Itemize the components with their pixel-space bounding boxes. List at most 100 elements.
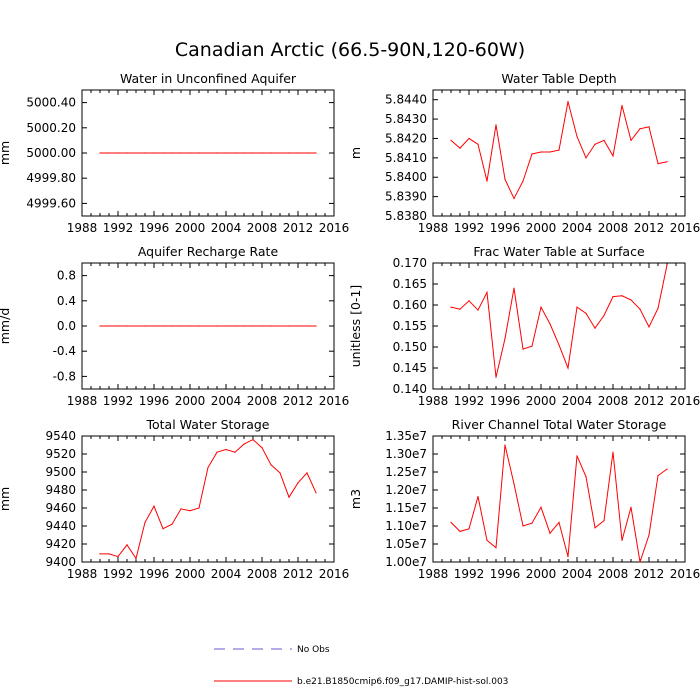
y-tick-label: 1.10e7 — [385, 519, 427, 533]
data-point — [459, 530, 461, 533]
data-point — [666, 161, 668, 163]
x-tick-label: 2008 — [598, 567, 629, 581]
data-point — [297, 325, 299, 327]
data-point — [666, 468, 668, 470]
y-axis-label: m3 — [348, 489, 363, 509]
y-tick-label: 9480 — [45, 483, 76, 497]
y-tick-label: 9460 — [45, 501, 76, 515]
y-axis-label: m — [348, 147, 363, 159]
data-point — [504, 178, 506, 180]
data-point — [477, 143, 479, 145]
y-tick-label: 1.05e7 — [385, 537, 427, 551]
data-point — [504, 444, 506, 446]
data-point — [198, 507, 200, 509]
data-point — [189, 152, 191, 154]
data-point — [171, 523, 173, 525]
data-point — [243, 325, 245, 327]
data-point — [486, 291, 488, 293]
x-tick-label: 2008 — [247, 567, 278, 581]
legend-obs-label: No Obs — [297, 645, 330, 655]
x-tick-label: 1996 — [139, 567, 170, 581]
x-tick-label: 2000 — [526, 567, 557, 581]
data-point — [99, 553, 101, 555]
data-point — [297, 482, 299, 484]
figure-title: Canadian Arctic (66.5-90N,120-60W) — [175, 39, 525, 61]
data-point — [135, 325, 137, 327]
x-tick-label: 1996 — [490, 567, 521, 581]
panel-title: Aquifer Recharge Rate — [138, 244, 279, 259]
data-point — [216, 451, 218, 453]
data-point — [288, 325, 290, 327]
y-tick-label: 9500 — [45, 465, 76, 479]
data-point — [144, 521, 146, 524]
data-point — [279, 472, 281, 474]
data-point — [171, 325, 173, 327]
data-point — [207, 152, 209, 154]
data-point — [108, 325, 110, 327]
y-axis-label: mm/d — [0, 308, 12, 345]
data-point — [468, 528, 470, 530]
data-point — [234, 325, 236, 327]
data-point — [657, 307, 659, 309]
data-point — [666, 264, 668, 266]
panel-4: Frac Water Table at Surface unitless [0-1… — [348, 244, 700, 408]
x-tick-label: 1996 — [139, 394, 170, 408]
data-point — [108, 152, 110, 154]
y-tick-label: 1.25e7 — [385, 465, 427, 479]
data-point — [117, 152, 119, 154]
data-point — [504, 338, 506, 340]
x-tick-label: 2016 — [319, 394, 350, 408]
data-point — [576, 306, 578, 308]
data-point — [585, 312, 587, 314]
data-point — [495, 547, 497, 549]
data-point — [459, 147, 461, 149]
y-tick-label: 0.160 — [393, 298, 427, 312]
data-point — [522, 525, 524, 527]
x-tick-label: 2016 — [319, 221, 350, 235]
y-tick-label: 0.8 — [57, 269, 76, 283]
panel-2: Water Table Depth m 1988 1992 1996 2000 2004 20… — [348, 71, 700, 235]
data-point — [594, 327, 596, 329]
data-point — [144, 152, 146, 154]
x-tick-label: 2004 — [211, 221, 242, 235]
panel-1: Water in Unconfined Aquifer mm 1988 1992 199… — [0, 71, 349, 235]
data-point — [603, 520, 605, 522]
x-tick-label: 2000 — [175, 221, 206, 235]
data-point — [207, 325, 209, 327]
data-point — [567, 556, 569, 558]
panels: Water in Unconfined Aquifer mm 1988 1992 199… — [0, 71, 700, 581]
data-point — [144, 325, 146, 327]
data-point — [216, 152, 218, 154]
plot-frame — [432, 262, 686, 390]
data-point — [135, 152, 137, 154]
y-tick-label: 0.150 — [393, 340, 427, 354]
data-point — [234, 451, 236, 453]
data-point — [648, 126, 650, 128]
x-tick-label: 1992 — [103, 394, 134, 408]
data-point — [585, 476, 587, 478]
data-point — [558, 344, 560, 346]
y-tick-label: 9520 — [45, 447, 76, 461]
x-tick-label: 2008 — [598, 221, 629, 235]
x-tick-label: 2012 — [283, 394, 314, 408]
y-tick-label: 0.145 — [393, 361, 427, 375]
panel-title: Frac Water Table at Surface — [473, 244, 645, 259]
x-tick-label: 1992 — [454, 567, 485, 581]
y-tick-label: 5000.00 — [26, 146, 76, 160]
data-point — [486, 539, 488, 542]
data-point — [603, 139, 605, 141]
data-point — [234, 152, 236, 154]
panel-3: Aquifer Recharge Rate mm/d 1988 1992 1996 200… — [0, 244, 349, 408]
data-point — [225, 325, 227, 327]
data-point — [558, 149, 560, 151]
data-point — [567, 367, 569, 369]
data-point — [639, 128, 641, 130]
panel-title: Water in Unconfined Aquifer — [120, 71, 297, 86]
y-tick-label: 0.0 — [57, 319, 76, 333]
data-point — [126, 325, 128, 327]
data-point — [252, 325, 254, 327]
data-point — [207, 466, 209, 469]
data-point — [585, 157, 587, 159]
data-point — [225, 152, 227, 154]
